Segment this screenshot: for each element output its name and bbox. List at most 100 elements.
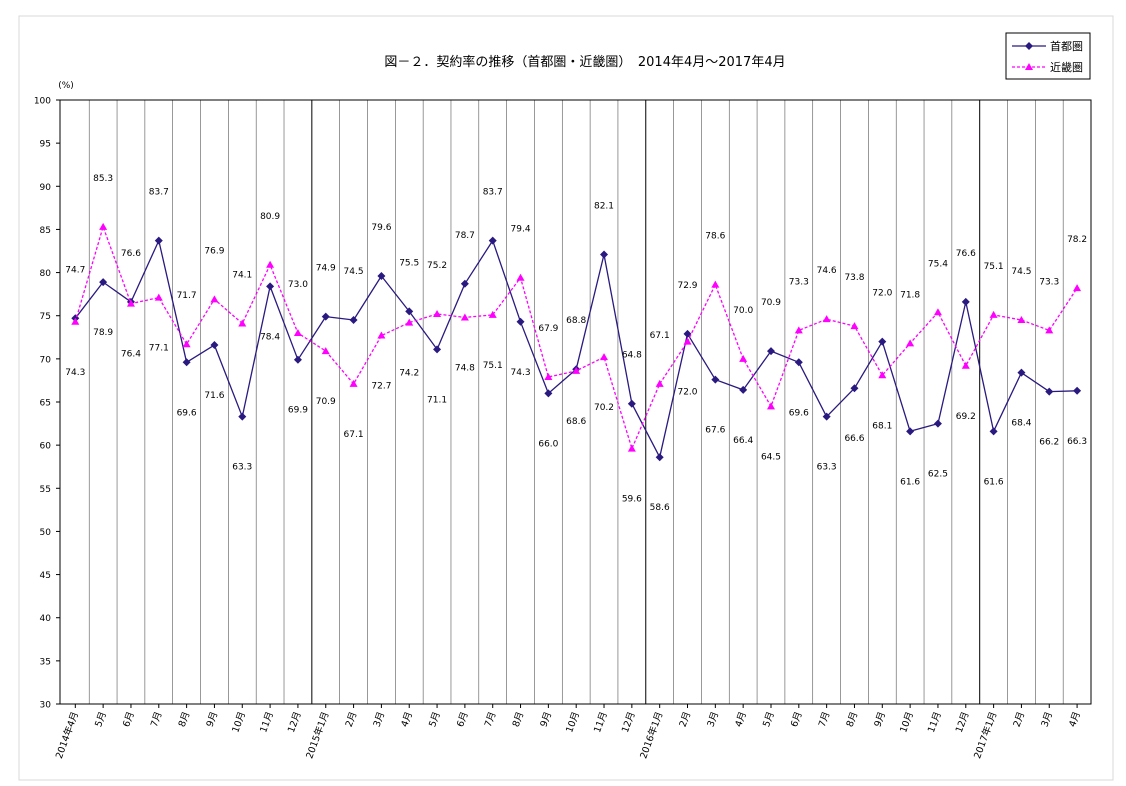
y-tick-label: 95 bbox=[40, 140, 51, 150]
data-label: 68.1 bbox=[872, 421, 892, 431]
x-tick-label: 7月 bbox=[483, 710, 499, 728]
data-point-kinki bbox=[711, 280, 720, 288]
data-label: 78.6 bbox=[705, 232, 725, 242]
x-tick-label: 12月 bbox=[954, 710, 972, 734]
data-point-shutoken bbox=[933, 419, 942, 428]
data-label: 78.2 bbox=[1067, 235, 1087, 245]
y-tick-label: 45 bbox=[40, 571, 51, 581]
data-point-shutoken bbox=[544, 389, 553, 398]
data-label: 71.8 bbox=[900, 290, 920, 300]
data-label: 61.6 bbox=[984, 477, 1004, 487]
x-tick-label: 8月 bbox=[845, 710, 861, 728]
data-point-shutoken bbox=[238, 412, 247, 421]
data-point-kinki bbox=[488, 310, 497, 318]
data-label: 67.9 bbox=[538, 324, 558, 334]
data-point-kinki bbox=[878, 371, 887, 379]
data-label: 70.9 bbox=[761, 298, 781, 308]
data-label: 63.3 bbox=[817, 463, 837, 473]
data-point-shutoken bbox=[794, 358, 803, 367]
y-tick-label: 75 bbox=[40, 312, 51, 322]
data-point-kinki bbox=[850, 322, 859, 330]
data-label: 79.6 bbox=[371, 223, 391, 233]
x-tick-label: 5月 bbox=[427, 710, 443, 728]
x-tick-label: 3月 bbox=[705, 710, 721, 728]
data-point-shutoken bbox=[1045, 387, 1054, 396]
data-label: 85.3 bbox=[93, 174, 113, 184]
data-point-shutoken bbox=[377, 272, 386, 281]
data-point-shutoken bbox=[154, 236, 163, 245]
data-label: 74.2 bbox=[399, 369, 419, 379]
data-point-kinki bbox=[293, 328, 302, 336]
data-point-shutoken bbox=[460, 279, 469, 288]
y-tick-label: 70 bbox=[40, 355, 52, 365]
x-tick-label: 6月 bbox=[455, 710, 471, 728]
data-point-kinki bbox=[182, 340, 191, 348]
data-label: 74.3 bbox=[511, 368, 531, 378]
data-point-shutoken bbox=[266, 282, 275, 291]
x-tick-label: 4月 bbox=[733, 710, 749, 728]
y-tick-label: 50 bbox=[40, 528, 52, 538]
data-label: 74.5 bbox=[1011, 267, 1031, 277]
data-point-shutoken bbox=[906, 427, 915, 436]
plot-frame bbox=[59, 99, 1092, 705]
legend-label-shutoken: 首都圏 bbox=[1050, 39, 1083, 53]
data-point-shutoken bbox=[822, 412, 831, 421]
x-tick-label: 7月 bbox=[817, 710, 833, 728]
data-label: 72.0 bbox=[677, 388, 697, 398]
data-label: 76.4 bbox=[121, 350, 141, 360]
y-tick-label: 90 bbox=[40, 183, 52, 193]
data-point-shutoken bbox=[961, 297, 970, 306]
data-label: 80.9 bbox=[260, 212, 280, 222]
data-label: 75.1 bbox=[483, 361, 503, 371]
x-tick-label: 2015年1月 bbox=[303, 710, 331, 760]
x-tick-label: 10月 bbox=[230, 710, 248, 734]
data-label: 69.9 bbox=[288, 406, 308, 416]
data-label: 72.0 bbox=[872, 289, 892, 299]
data-label: 66.2 bbox=[1039, 438, 1059, 448]
data-label: 74.9 bbox=[316, 264, 336, 274]
data-point-shutoken bbox=[182, 358, 191, 367]
y-tick-label: 65 bbox=[40, 399, 51, 409]
data-point-shutoken bbox=[627, 399, 636, 408]
data-label: 64.5 bbox=[761, 452, 781, 462]
data-label: 78.9 bbox=[93, 328, 113, 338]
data-label: 69.2 bbox=[956, 412, 976, 422]
data-label: 58.6 bbox=[650, 503, 670, 513]
data-point-kinki bbox=[794, 326, 803, 334]
legend-box bbox=[1005, 32, 1091, 80]
x-tick-label: 9月 bbox=[205, 710, 221, 728]
y-tick-label: 30 bbox=[40, 701, 52, 711]
data-label: 78.7 bbox=[455, 231, 475, 241]
data-point-shutoken bbox=[711, 375, 720, 384]
data-label: 70.9 bbox=[316, 397, 336, 407]
data-label: 62.5 bbox=[928, 470, 948, 480]
x-tick-label: 4月 bbox=[399, 710, 415, 728]
x-tick-label: 6月 bbox=[789, 710, 805, 728]
data-label: 75.2 bbox=[427, 261, 447, 271]
data-labels: 74.7 74.3 85.3 78.9 76.6 76.4 83.7 77.1 71.7 69.6… bbox=[65, 174, 1087, 513]
data-point-shutoken bbox=[516, 317, 525, 326]
data-point-kinki bbox=[321, 347, 330, 355]
grid bbox=[88, 100, 1064, 704]
data-label: 74.6 bbox=[817, 266, 837, 276]
data-point-kinki bbox=[377, 331, 386, 339]
data-point-shutoken bbox=[293, 355, 302, 364]
data-point-kinki bbox=[906, 339, 915, 347]
x-tick-label: 9月 bbox=[872, 710, 888, 728]
data-point-kinki bbox=[683, 337, 692, 345]
data-label: 70.0 bbox=[733, 306, 753, 316]
data-point-kinki bbox=[126, 299, 135, 307]
legend-marker-shutoken bbox=[1025, 42, 1033, 50]
legend-label-kinki: 近畿圏 bbox=[1050, 60, 1083, 74]
page-frame bbox=[18, 15, 1114, 781]
data-point-shutoken bbox=[766, 347, 775, 356]
data-label: 75.1 bbox=[984, 262, 1004, 272]
data-point-kinki bbox=[71, 317, 80, 325]
data-label: 67.1 bbox=[650, 331, 670, 341]
legend-marker-kinki bbox=[1025, 63, 1033, 70]
data-label: 69.6 bbox=[789, 408, 809, 418]
y-tick-label: 100 bbox=[34, 97, 51, 107]
data-point-shutoken bbox=[683, 329, 692, 338]
data-point-kinki bbox=[739, 354, 748, 362]
data-label: 73.3 bbox=[1039, 277, 1059, 287]
